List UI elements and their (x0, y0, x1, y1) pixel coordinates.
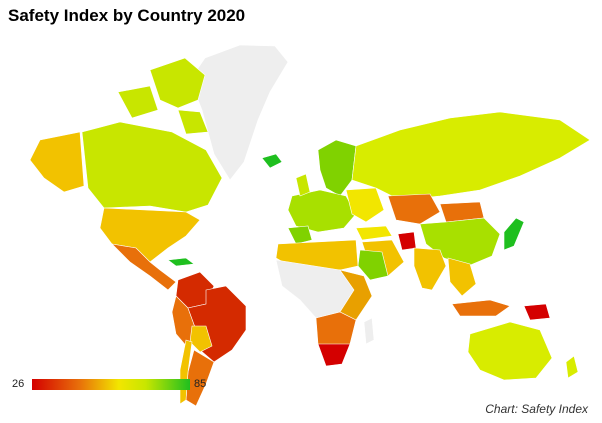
region-india[interactable] (413, 247, 447, 291)
page-title: Safety Index by Country 2020 (8, 6, 246, 25)
region-turkey[interactable] (355, 225, 393, 241)
region-cuba[interactable] (167, 257, 195, 267)
region-scandinavia[interactable] (317, 139, 357, 197)
region-madagascar[interactable] (363, 317, 375, 345)
region-western-europe[interactable] (287, 189, 357, 233)
region-mexico[interactable] (111, 243, 177, 291)
region-southeast-asia[interactable] (447, 257, 477, 297)
region-alaska[interactable] (29, 131, 85, 193)
region-spain[interactable] (287, 225, 313, 245)
region-south-africa[interactable] (317, 343, 351, 367)
region-iceland[interactable] (261, 153, 283, 169)
region-japan[interactable] (503, 217, 525, 251)
region-arctic-islands[interactable] (117, 57, 209, 135)
legend-max-label: 85 (194, 378, 207, 390)
color-legend: 26 85 (6, 376, 216, 394)
region-new-zealand[interactable] (565, 355, 579, 379)
chart-credit: Chart: Safety Index (485, 402, 588, 416)
region-afghanistan[interactable] (397, 231, 417, 251)
region-bolivia[interactable] (189, 325, 213, 353)
region-russia[interactable] (351, 111, 591, 201)
region-kazakhstan[interactable] (387, 193, 441, 225)
region-saudi-arabia[interactable] (357, 249, 389, 281)
region-australia[interactable] (467, 321, 553, 381)
legend-gradient-bar (32, 379, 190, 390)
region-greenland[interactable] (189, 44, 289, 181)
legend-min-label: 26 (12, 378, 25, 390)
region-usa[interactable] (99, 207, 201, 263)
region-uk[interactable] (295, 173, 311, 197)
region-canada[interactable] (81, 121, 223, 213)
region-indonesia[interactable] (451, 299, 511, 317)
region-eastern-europe[interactable] (345, 187, 385, 223)
region-papua-new-guinea[interactable] (523, 303, 551, 321)
